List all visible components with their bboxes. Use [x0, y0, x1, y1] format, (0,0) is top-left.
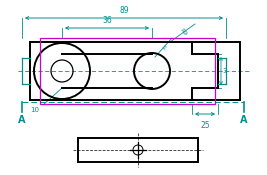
Text: A: A: [18, 115, 26, 125]
Text: 3: 3: [222, 68, 226, 74]
Text: 36: 36: [102, 16, 112, 25]
Text: A: A: [240, 115, 248, 125]
Text: S: S: [160, 45, 166, 51]
Bar: [78, 138, 198, 162]
Text: R9: R9: [178, 27, 187, 37]
Bar: [30, 42, 240, 100]
Text: 10: 10: [30, 107, 40, 113]
Text: 89: 89: [119, 6, 129, 15]
Bar: [40, 38, 215, 104]
Text: 25: 25: [200, 121, 210, 130]
